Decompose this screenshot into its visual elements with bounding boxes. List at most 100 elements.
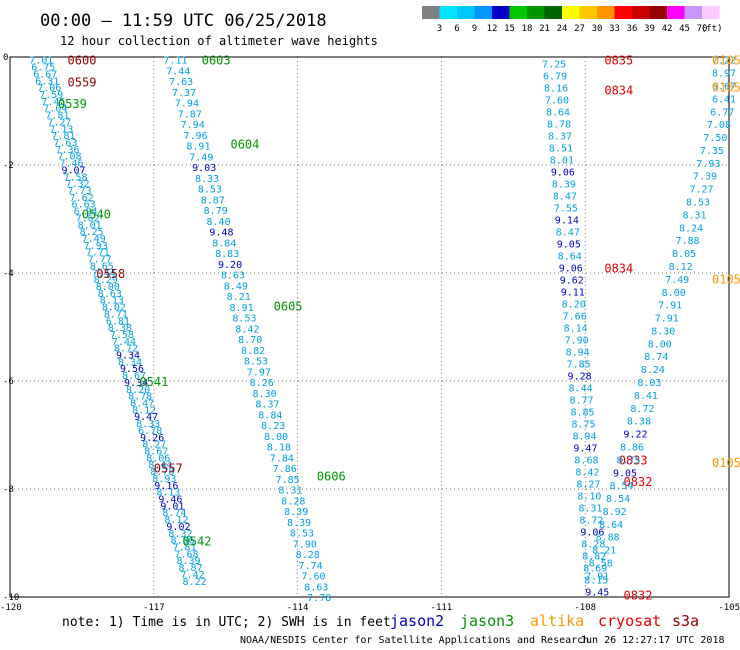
swh-value-label: 6.77 <box>710 107 734 118</box>
colorbar-swatch <box>544 6 562 19</box>
swh-value-label: 8.00 <box>264 432 288 443</box>
swh-value-label: 8.53 <box>198 185 222 196</box>
swh-value-label: 8.05 <box>672 249 696 260</box>
time-label: 0105 <box>712 54 740 68</box>
track-jason3-0603: 7.117.447.637.377.947.877.947.968.917.49… <box>163 54 345 604</box>
colorbar-tick: 15 <box>504 24 515 34</box>
swh-value-label: 7.88 <box>676 236 700 247</box>
swh-value-label: 9.34 <box>116 351 140 362</box>
swh-value-label: 7.22 <box>712 56 736 67</box>
swh-value-label: 8.20 <box>562 300 586 311</box>
swh-value-label: 8.69 <box>583 564 607 575</box>
time-label: 0105 <box>712 456 740 470</box>
colorbar-tick: 9 <box>472 24 477 34</box>
time-label: 0833 <box>619 453 648 467</box>
swh-value-label: 7.90 <box>565 336 589 347</box>
y-tick-label: 0 <box>3 53 8 63</box>
swh-value-label: 8.84 <box>258 410 282 421</box>
swh-value-label: 7.58 <box>63 172 87 183</box>
swh-value-label: 8.37 <box>255 400 279 411</box>
swh-value-label: 8.28 <box>281 496 305 507</box>
swh-value-label: 7.44 <box>92 268 116 279</box>
swh-value-label: 8.51 <box>549 143 573 154</box>
swh-value-label: 8.12 <box>132 405 156 416</box>
colorbar-swatch <box>439 6 457 19</box>
swh-value-label: 9.16 <box>154 481 178 492</box>
swh-value-label: 8.74 <box>644 352 668 363</box>
colorbar-tick: 30 <box>592 24 603 34</box>
legend-jason3: jason3 <box>460 612 514 630</box>
swh-value-label: 7.11 <box>163 56 187 67</box>
swh-value-label: 8.54 <box>610 481 634 492</box>
swh-value-label: 7.62 <box>76 213 100 224</box>
swh-value-label: 7.85 <box>567 360 591 371</box>
swh-value-label: 8.39 <box>284 507 308 518</box>
swh-value-label: 7.60 <box>545 95 569 106</box>
plot-frame <box>9 56 730 598</box>
footer-timestamp: Jun 26 12:27:17 UTC 2018 <box>580 635 725 646</box>
swh-value-label: 8.87 <box>201 195 225 206</box>
swh-value-label: 8.03 <box>637 378 661 389</box>
swh-value-label: 7.45 <box>41 97 65 108</box>
swh-value-label: 8.24 <box>641 365 665 376</box>
colorbar-tick: 42 <box>662 24 673 34</box>
swh-value-label: 9.11 <box>561 288 585 299</box>
swh-value-label: 7.39 <box>693 172 717 183</box>
swh-value-label: 8.49 <box>224 281 248 292</box>
swh-value-label: 8.67 <box>144 447 168 458</box>
swh-value-label: 7.86 <box>273 464 297 475</box>
axis-ticks: -120 -117 -114 -111 -108 -105 0 -2 -4 -6 -8 -10 <box>0 53 740 613</box>
colorbar-swatch <box>632 6 650 19</box>
swh-value-label: 7.78 <box>307 593 331 604</box>
swh-value-label: 7.84 <box>270 453 294 464</box>
x-tick-label: -117 <box>143 603 165 613</box>
swh-value-label: 7.06 <box>37 83 61 94</box>
swh-value-label: 8.42 <box>575 468 599 479</box>
swh-value-label: 7.91 <box>655 314 679 325</box>
colorbar-swatch <box>702 6 720 19</box>
swh-value-label: 8.53 <box>244 357 268 368</box>
swh-value-label: 8.84 <box>212 238 236 249</box>
swh-value-label: 8.72 <box>114 344 138 355</box>
swh-value-label: 6.63 <box>72 200 96 211</box>
swh-value-label: 6.81 <box>106 316 130 327</box>
swh-value-label: 9.02 <box>166 522 190 533</box>
swh-value-label: 8.72 <box>630 404 654 415</box>
swh-value-label: 8.47 <box>553 192 577 203</box>
colorbar-swatch <box>684 6 702 19</box>
swh-value-label: 6.79 <box>543 71 567 82</box>
swh-value-label: 7.27 <box>689 185 713 196</box>
swh-value-label: 7.49 <box>665 275 689 286</box>
swh-value-label: 8.47 <box>556 228 580 239</box>
swh-value-label: 8.88 <box>596 533 620 544</box>
time-label: 0541 <box>139 375 168 389</box>
swh-value-label: 8.93 <box>152 474 176 485</box>
time-label: 0539 <box>58 97 87 111</box>
y-tick-label: -2 <box>3 161 14 171</box>
swh-value-label: 8.16 <box>544 83 568 94</box>
swh-value-label: 8.28 <box>581 540 605 551</box>
colorbar-tick: 21 <box>539 24 550 34</box>
swh-value-label: 7.81 <box>172 543 196 554</box>
swh-value-label: 8.32 <box>168 529 192 540</box>
legend-cryosat: cryosat <box>598 612 661 630</box>
swh-value-label: 8.30 <box>253 389 277 400</box>
swh-value-label: 8.33 <box>136 419 160 430</box>
swh-value-label: 7.59 <box>39 90 63 101</box>
swh-value-label: 8.86 <box>170 536 194 547</box>
swh-value-label: 7.74 <box>299 561 323 572</box>
swh-value-label: 8.39 <box>177 556 201 567</box>
swh-value-label: 7.60 <box>301 572 325 583</box>
swh-value-label: 7.32 <box>66 179 90 190</box>
colorbar-unit: (ft) <box>701 24 723 34</box>
legend-s3a: s3a <box>672 612 699 630</box>
swh-value-label: 7.81 <box>45 111 69 122</box>
swh-value-label: 9.47 <box>134 412 158 423</box>
swh-value-label: 8.82 <box>241 346 265 357</box>
time-label: 0542 <box>183 534 212 548</box>
time-label: 0558 <box>96 267 125 281</box>
swh-value-label: 8.00 <box>648 339 672 350</box>
swh-value-label: 7.55 <box>554 204 578 215</box>
swh-value-label: 7.81 <box>51 131 75 142</box>
swh-value-label: 8.85 <box>570 408 594 419</box>
